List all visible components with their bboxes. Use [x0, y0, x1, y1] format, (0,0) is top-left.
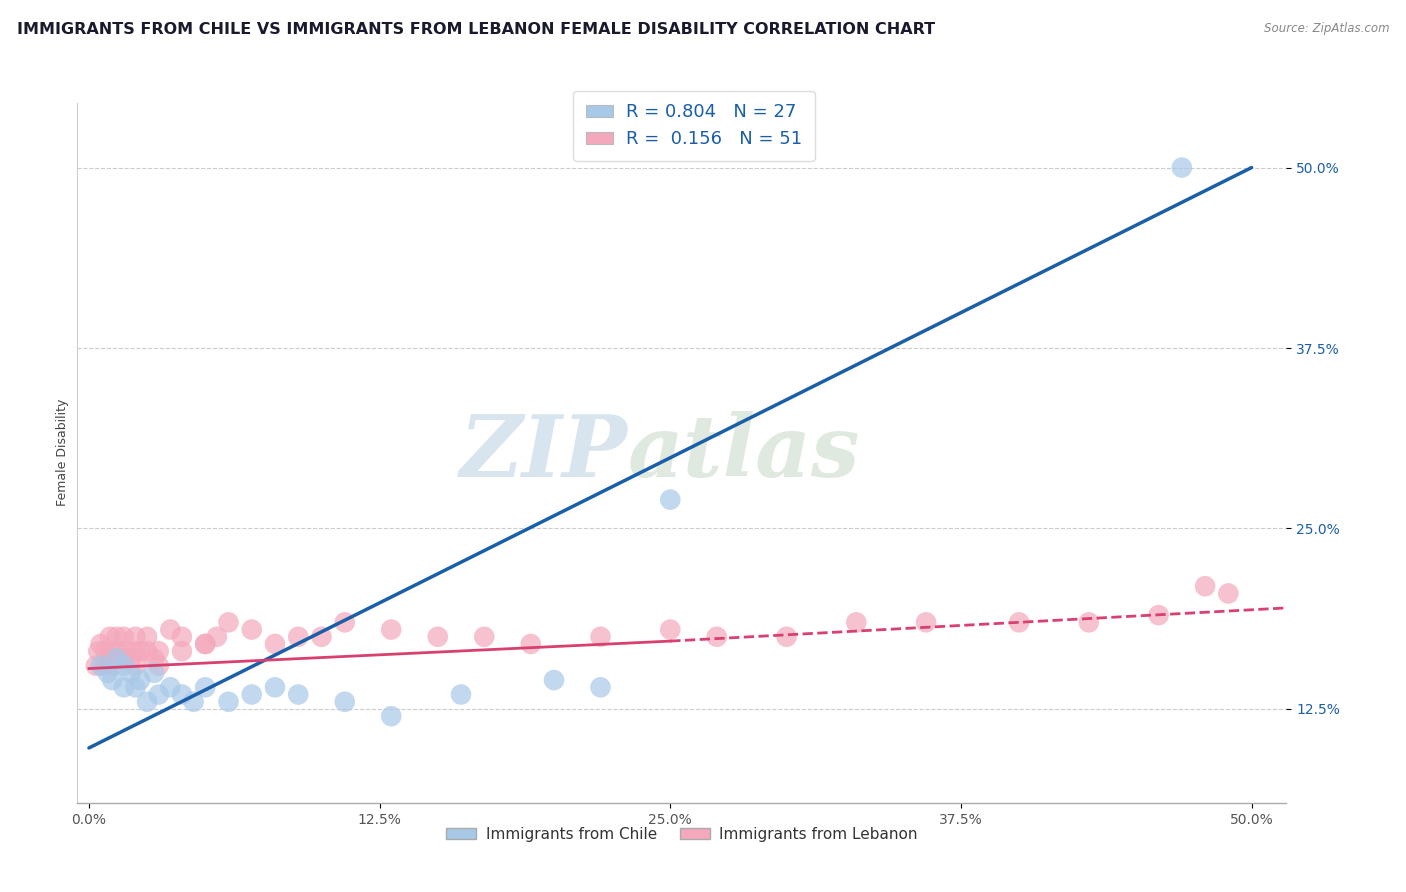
Point: [98, 630, 121, 644]
Point: [124, 658, 146, 673]
Point: [101, 658, 124, 673]
Text: IMMIGRANTS FROM CHILE VS IMMIGRANTS FROM LEBANON FEMALE DISABILITY CORRELATION C: IMMIGRANTS FROM CHILE VS IMMIGRANTS FROM…: [17, 22, 935, 37]
Point: [589, 681, 612, 695]
Point: [472, 630, 495, 644]
Point: [380, 709, 402, 723]
Text: ZIP: ZIP: [460, 411, 627, 494]
Point: [129, 644, 152, 658]
Point: [217, 615, 239, 630]
Point: [333, 615, 356, 630]
Point: [659, 492, 682, 507]
Point: [543, 673, 565, 687]
Point: [148, 658, 170, 673]
Point: [217, 695, 239, 709]
Text: Source: ZipAtlas.com: Source: ZipAtlas.com: [1264, 22, 1389, 36]
Point: [112, 651, 135, 665]
Point: [845, 615, 868, 630]
Point: [143, 651, 166, 665]
Point: [183, 695, 205, 709]
Point: [159, 681, 181, 695]
Point: [1218, 586, 1240, 600]
Point: [124, 630, 146, 644]
Point: [108, 644, 131, 658]
Point: [105, 630, 128, 644]
Point: [1008, 615, 1031, 630]
Point: [90, 637, 112, 651]
Point: [105, 651, 128, 665]
Point: [287, 688, 309, 702]
Point: [136, 695, 159, 709]
Point: [1171, 161, 1194, 175]
Text: atlas: atlas: [627, 411, 860, 494]
Point: [915, 615, 938, 630]
Point: [170, 688, 193, 702]
Point: [240, 688, 263, 702]
Point: [148, 688, 170, 702]
Point: [129, 673, 152, 687]
Point: [1194, 579, 1216, 593]
Point: [124, 644, 146, 658]
Point: [136, 644, 159, 658]
Point: [115, 644, 138, 658]
Point: [426, 630, 449, 644]
Point: [96, 651, 118, 665]
Point: [264, 637, 287, 651]
Point: [112, 658, 135, 673]
Point: [170, 644, 193, 658]
Point: [1077, 615, 1099, 630]
Point: [775, 630, 797, 644]
Point: [264, 681, 287, 695]
Point: [84, 658, 107, 673]
Point: [240, 623, 263, 637]
Point: [96, 665, 118, 680]
Point: [94, 644, 117, 658]
Point: [380, 623, 402, 637]
Point: [333, 695, 356, 709]
Point: [194, 637, 217, 651]
Point: [659, 623, 682, 637]
Point: [589, 630, 612, 644]
Point: [112, 630, 135, 644]
Point: [311, 630, 333, 644]
Point: [124, 681, 146, 695]
Legend: Immigrants from Chile, Immigrants from Lebanon: Immigrants from Chile, Immigrants from L…: [440, 821, 924, 847]
Point: [136, 630, 159, 644]
Point: [159, 623, 181, 637]
Point: [112, 681, 135, 695]
Point: [101, 673, 124, 687]
Point: [101, 644, 124, 658]
Point: [91, 658, 114, 673]
Point: [205, 630, 228, 644]
Point: [120, 665, 142, 680]
Point: [194, 637, 217, 651]
Point: [148, 644, 170, 658]
Point: [120, 651, 142, 665]
Point: [143, 665, 166, 680]
Point: [706, 630, 728, 644]
Point: [170, 630, 193, 644]
Y-axis label: Female Disability: Female Disability: [56, 399, 69, 507]
Point: [87, 644, 110, 658]
Point: [90, 658, 112, 673]
Point: [1147, 608, 1170, 623]
Point: [287, 630, 309, 644]
Point: [450, 688, 472, 702]
Point: [520, 637, 543, 651]
Point: [194, 681, 217, 695]
